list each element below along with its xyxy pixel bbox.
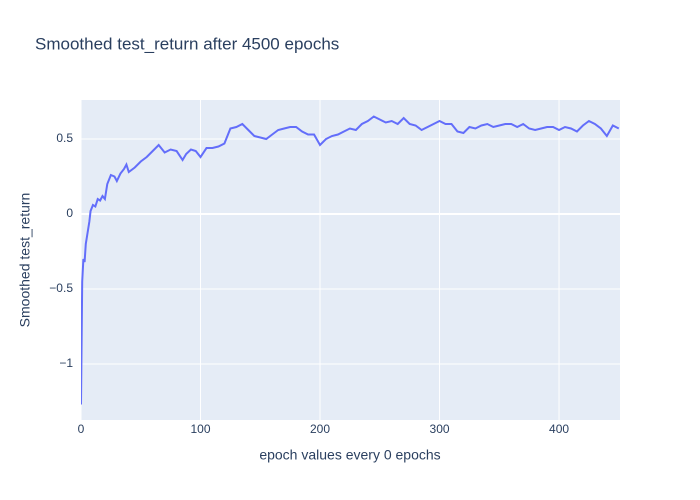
- y-tick-label: −1: [59, 356, 73, 370]
- x-axis-title: epoch values every 0 epochs: [259, 447, 440, 463]
- y-tick-label: 0.5: [56, 131, 73, 145]
- x-tick-label: 100: [190, 422, 210, 436]
- y-tick-label: 0: [66, 206, 73, 220]
- plot-area: [81, 100, 620, 420]
- x-tick-label: 400: [549, 422, 569, 436]
- y-tick-label: −0.5: [49, 281, 73, 295]
- y-axis-title: Smoothed test_return: [17, 193, 33, 328]
- x-tick-label: 0: [78, 422, 85, 436]
- x-tick-label: 300: [430, 422, 450, 436]
- x-tick-label: 200: [310, 422, 330, 436]
- chart-title: Smoothed test_return after 4500 epochs: [35, 34, 339, 53]
- data-line: [81, 115, 620, 405]
